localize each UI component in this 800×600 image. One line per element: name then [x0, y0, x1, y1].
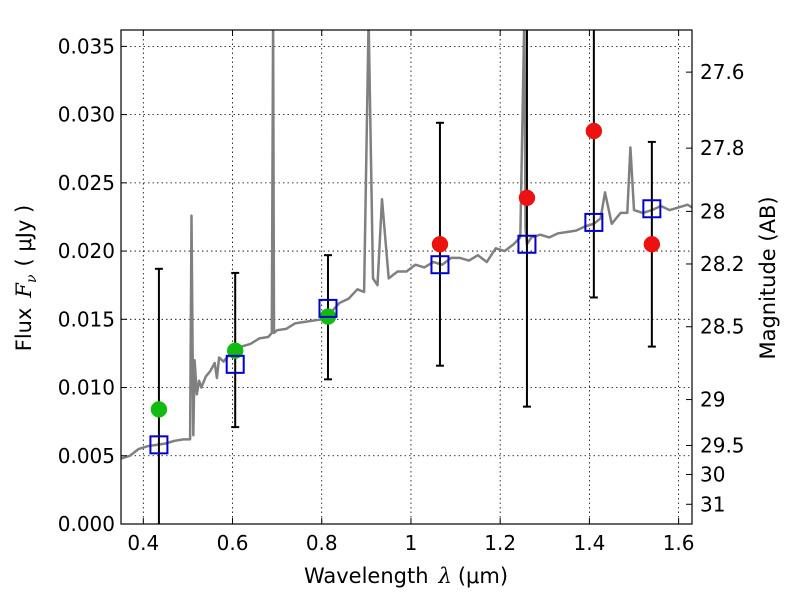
x-tick-label: 1.4: [573, 531, 605, 555]
x-axis-title-symbol: λ: [438, 564, 452, 588]
x-axis-title: Wavelength λ (μm): [304, 564, 508, 588]
y-tick-label: 0.020: [58, 239, 115, 263]
y-tick-label: 0.005: [58, 444, 115, 468]
y2-tick-label: 30: [700, 462, 725, 486]
model-point-square: [584, 212, 604, 232]
y-tick-label: 0.000: [58, 512, 115, 536]
axis-ticks: 0.4 0.6 0.8 1 1.2 1.4 1.6 0.000 0.005 0.010 0.015 0…: [58, 30, 745, 555]
y2-tick-label: 28.2: [700, 252, 745, 276]
plot-frame: [120, 29, 693, 525]
model-point-square: [225, 354, 245, 374]
data-point-circle: [431, 235, 449, 253]
sed-template-layer: [121, 30, 692, 460]
y-tick-label: 0.035: [58, 34, 115, 58]
x-tick-label: 0.8: [306, 531, 338, 555]
y2-tick-label: 28: [700, 199, 725, 223]
data-point-circle: [150, 401, 168, 418]
x-tick-label: 0.6: [217, 531, 249, 555]
y-tick-label: 0.010: [58, 376, 115, 400]
error-bars-layer: [154, 30, 656, 524]
y2-tick-label: 29: [700, 388, 725, 412]
y2-tick-label: 27.8: [700, 136, 745, 160]
y2-tick-label: 27.6: [700, 60, 745, 84]
y2-tick-label: 28.5: [700, 315, 745, 339]
model-point-square: [517, 234, 537, 254]
y-tick-label: 0.030: [58, 103, 115, 127]
grid-lines: [121, 30, 692, 525]
model-point-square: [149, 435, 169, 455]
x-tick-label: 0.4: [127, 531, 159, 555]
data-point-circle: [226, 342, 244, 359]
y-axis-title-symbol: F: [12, 282, 36, 299]
model-point-square: [642, 199, 662, 219]
y-tick-label: 0.025: [58, 171, 115, 195]
model-point-square: [318, 298, 338, 318]
y-tick-label: 0.015: [58, 307, 115, 331]
data-point-circle: [643, 235, 661, 253]
y2-tick-label: 31: [700, 492, 725, 516]
model-point-square: [430, 255, 450, 275]
x-tick-label: 1: [405, 531, 418, 555]
x-tick-label: 1.6: [663, 531, 695, 555]
y-axis-title-subscript: ν: [24, 274, 40, 283]
y2-axis-title: Magnitude (AB): [756, 196, 780, 359]
y-axis-title-text: Flux: [12, 308, 36, 352]
data-point-circle: [518, 189, 536, 207]
y-axis-title-unit: ( μJy ): [12, 205, 36, 267]
sed-template-line: [121, 30, 692, 460]
y-axis-title: Flux Fν ( μJy ): [12, 205, 40, 351]
y2-tick-label: 29.5: [700, 433, 745, 457]
x-axis-title-unit: (μm): [458, 564, 508, 588]
x-axis-title-text: Wavelength: [304, 564, 429, 588]
data-point-circle: [585, 122, 603, 140]
x-tick-label: 1.2: [484, 531, 516, 555]
data-markers-layer: [149, 122, 662, 455]
